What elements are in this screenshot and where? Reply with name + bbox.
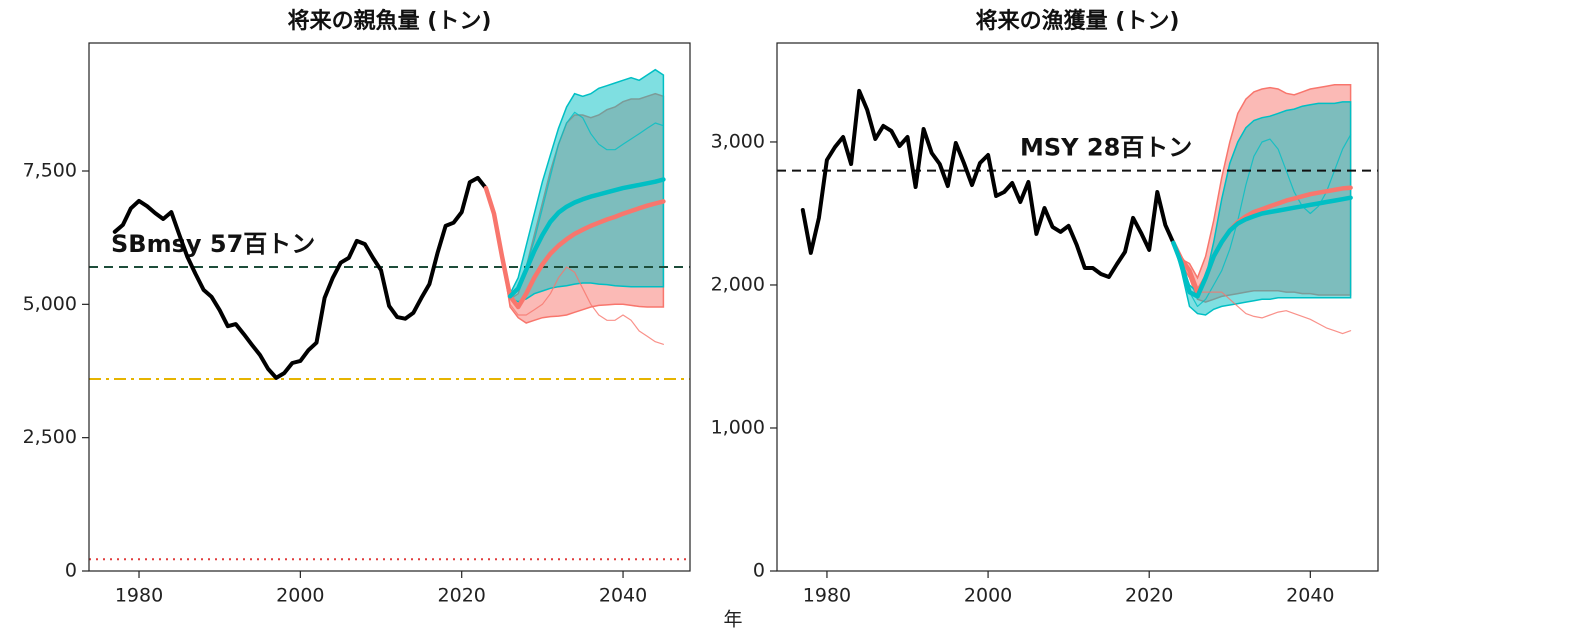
sample-line [509, 111, 664, 297]
chart-title: 将来の漁獲量 (トン) [976, 8, 1180, 34]
chart-title: 将来の親魚量 (トン) [288, 8, 492, 34]
y-tick-label: 0 [753, 560, 765, 582]
uncertainty-band [509, 68, 665, 303]
x-tick-label: 2000 [276, 585, 324, 607]
sample-line [485, 187, 664, 345]
plot-frame [776, 42, 1379, 572]
median-line [483, 185, 666, 310]
plot-frame [88, 42, 691, 572]
median-line [507, 177, 666, 299]
x-tick-label: 2020 [1125, 585, 1173, 607]
x-axis-label: 年 [723, 609, 742, 631]
y-tick-label: 1,000 [711, 416, 765, 438]
x-tick-label: 2040 [1286, 585, 1334, 607]
history-line [800, 88, 1176, 279]
x-tick-label: 1980 [115, 585, 163, 607]
y-tick-label: 0 [65, 560, 77, 582]
reference-label: MSY 28百トン [1020, 134, 1192, 162]
history-line [112, 175, 488, 380]
y-tick-label: 7,500 [23, 160, 77, 182]
sample-line [1172, 242, 1352, 335]
x-tick-label: 2040 [599, 585, 647, 607]
y-tick-label: 2,000 [711, 273, 765, 295]
y-tick-label: 5,000 [23, 293, 77, 315]
reference-label: SBmsy 57百トン [111, 230, 315, 258]
y-tick-label: 3,000 [711, 130, 765, 152]
x-tick-label: 1980 [803, 585, 851, 607]
median-line [1171, 195, 1353, 299]
x-tick-label: 2020 [438, 585, 486, 607]
y-tick-label: 2,500 [23, 426, 77, 448]
x-tick-label: 2000 [964, 585, 1012, 607]
